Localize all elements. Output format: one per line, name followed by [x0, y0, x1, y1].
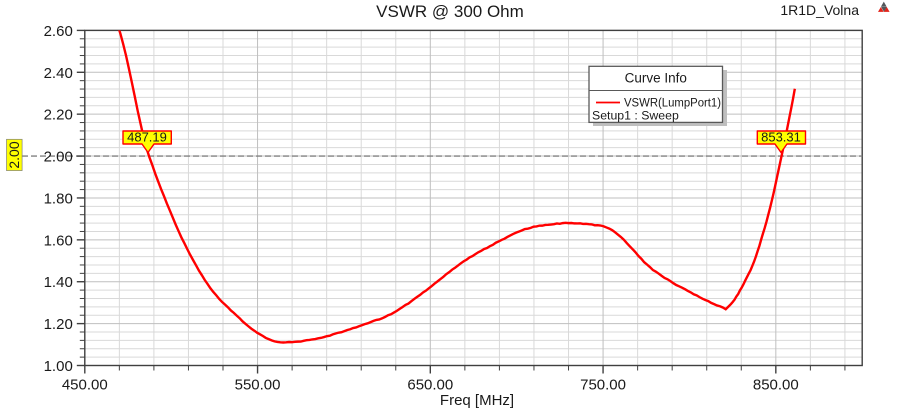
svg-text:Freq [MHz]: Freq [MHz] [440, 392, 514, 409]
svg-text:450.00: 450.00 [62, 377, 108, 394]
svg-text:VSWR @ 300 Ohm: VSWR @ 300 Ohm [376, 2, 524, 21]
svg-text:1.60: 1.60 [44, 232, 73, 249]
svg-text:853.31: 853.31 [761, 130, 801, 145]
svg-text:Curve Info: Curve Info [625, 71, 687, 86]
svg-text:VSWR(LumpPort1): VSWR(LumpPort1) [624, 96, 721, 110]
svg-text:750.00: 750.00 [580, 377, 626, 394]
svg-text:2.40: 2.40 [44, 65, 73, 82]
svg-text:1R1D_Volna: 1R1D_Volna [780, 2, 859, 18]
svg-text:1.00: 1.00 [44, 358, 73, 375]
svg-text:2.00: 2.00 [44, 149, 73, 166]
svg-text:487.19: 487.19 [127, 130, 167, 145]
svg-text:1.20: 1.20 [44, 316, 73, 333]
svg-text:550.00: 550.00 [235, 377, 281, 394]
svg-text:1.80: 1.80 [44, 190, 73, 207]
svg-text:2.20: 2.20 [44, 107, 73, 124]
svg-text:850.00: 850.00 [753, 377, 799, 394]
svg-text:2.00: 2.00 [6, 141, 22, 168]
svg-text:1.40: 1.40 [44, 274, 73, 291]
svg-text:650.00: 650.00 [407, 377, 453, 394]
svg-text:Setup1 : Sweep: Setup1 : Sweep [592, 109, 679, 123]
svg-text:2.60: 2.60 [44, 23, 73, 40]
